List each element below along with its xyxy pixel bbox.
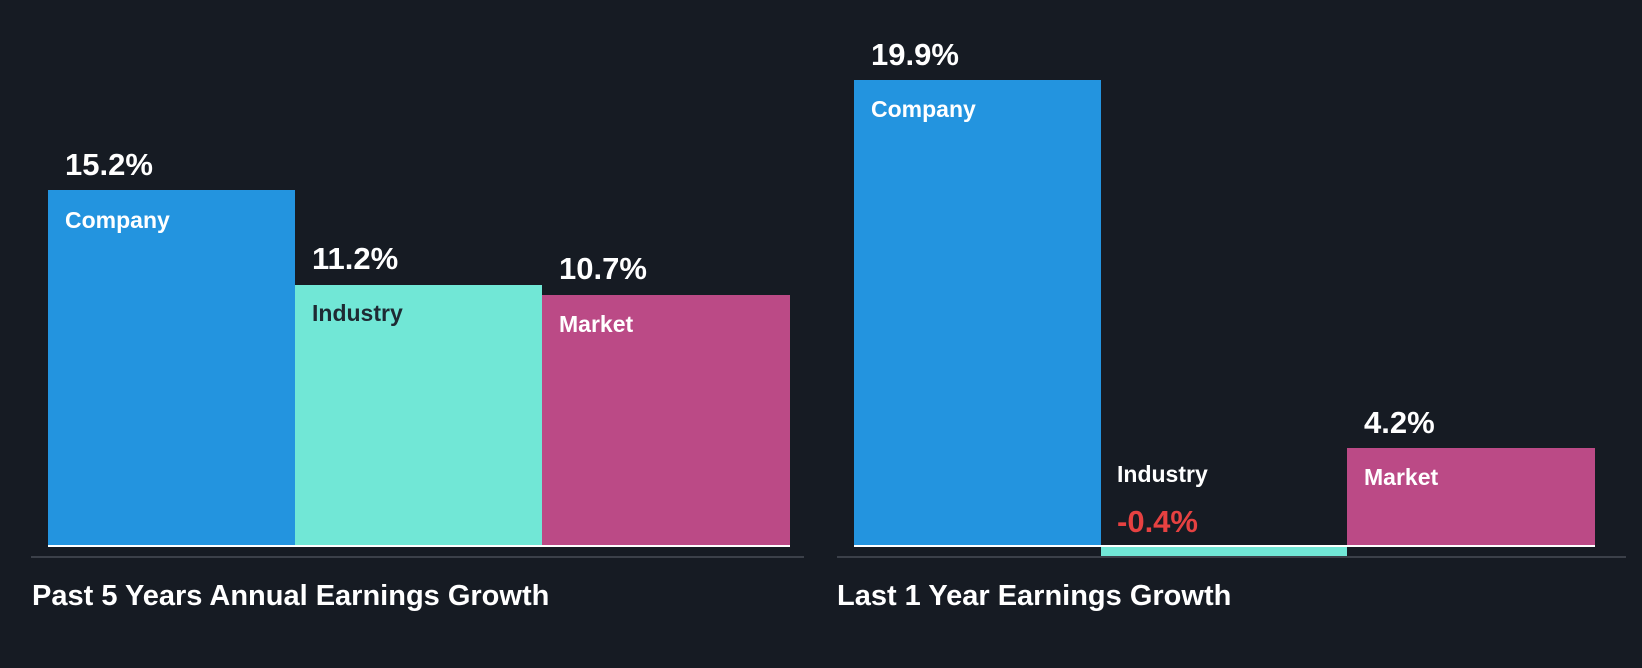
right-chart-title: Last 1 Year Earnings Growth <box>837 580 1232 612</box>
industry-value: 11.2% <box>312 241 399 276</box>
market-label-1y: Market <box>1364 464 1439 490</box>
company-value: 15.2% <box>65 147 153 182</box>
industry-bar-1y[interactable] <box>1101 546 1347 557</box>
left-chart-title: Past 5 Years Annual Earnings Growth <box>32 580 550 612</box>
left-separator <box>31 556 804 558</box>
right-chart-panel: 19.9% Company Industry -0.4% 4.2% Market… <box>821 0 1642 668</box>
right-separator <box>837 556 1626 558</box>
company-value-1y: 19.9% <box>871 37 959 72</box>
right-baseline <box>854 545 1595 547</box>
market-bar-1y[interactable]: Market <box>1347 448 1595 546</box>
market-value-1y: 4.2% <box>1364 405 1435 440</box>
industry-bar[interactable]: Industry <box>295 285 542 546</box>
industry-label: Industry <box>312 300 403 326</box>
industry-value-1y: -0.4% <box>1117 504 1198 539</box>
industry-label-1y: Industry <box>1117 461 1208 487</box>
company-label-1y: Company <box>871 96 976 122</box>
market-label: Market <box>559 311 634 337</box>
left-baseline <box>48 545 790 547</box>
market-value: 10.7% <box>559 251 647 286</box>
left-chart-panel: 15.2% Company 11.2% Industry 10.7% Marke… <box>31 147 804 612</box>
company-bar[interactable]: Company <box>48 190 295 546</box>
company-label: Company <box>65 207 170 233</box>
market-bar[interactable]: Market <box>542 295 790 546</box>
company-bar-1y[interactable]: Company <box>854 80 1101 546</box>
